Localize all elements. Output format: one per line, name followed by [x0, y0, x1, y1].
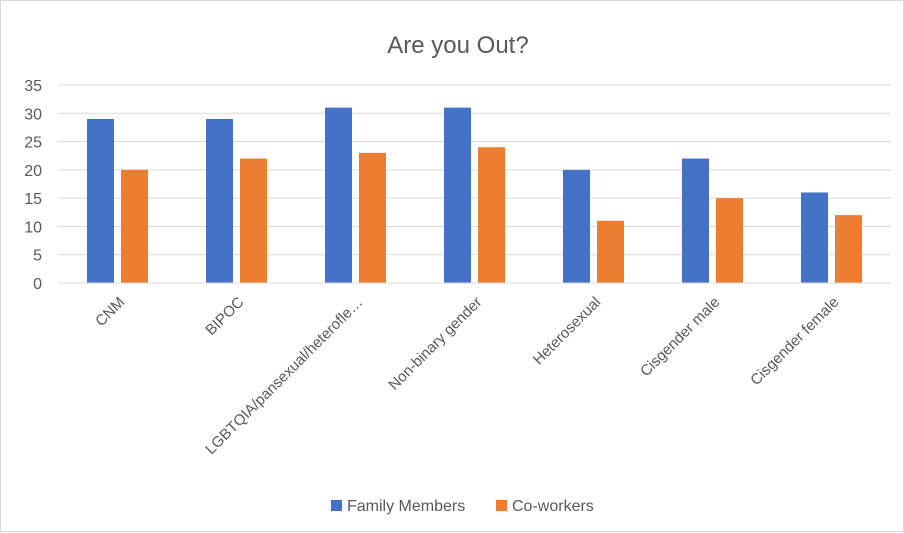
- x-category-label: CNM: [92, 294, 128, 330]
- bar-co-workers: [121, 169, 148, 283]
- legend: Family Members Co-workers: [331, 498, 594, 515]
- y-tick-label: 20: [24, 163, 42, 180]
- bars: [87, 107, 862, 283]
- x-category-label: BIPOC: [202, 294, 247, 339]
- bar-family-members: [801, 192, 828, 283]
- y-axis-ticks: 0 5 10 15 20 25 30 35: [24, 78, 42, 293]
- y-tick-label: 25: [24, 135, 42, 152]
- y-tick-label: 30: [24, 106, 42, 123]
- y-tick-label: 5: [33, 248, 42, 265]
- bar-co-workers: [597, 220, 624, 283]
- legend-label: Family Members: [347, 498, 465, 515]
- y-tick-label: 10: [24, 219, 42, 236]
- bar-co-workers: [240, 158, 267, 283]
- bar-co-workers: [835, 215, 862, 283]
- bar-co-workers: [716, 198, 743, 283]
- legend-swatch: [331, 500, 342, 511]
- x-category-label: Non-binary gender: [385, 294, 485, 394]
- bar-family-members: [563, 169, 590, 283]
- bar-family-members: [206, 118, 233, 283]
- bar-co-workers: [478, 147, 505, 283]
- legend-label: Co-workers: [512, 498, 594, 515]
- bar-family-members: [682, 158, 709, 283]
- y-tick-label: 0: [33, 276, 42, 293]
- bar-family-members: [325, 107, 352, 283]
- y-tick-label: 15: [24, 191, 42, 208]
- y-tick-label: 35: [24, 78, 42, 95]
- gridlines: [58, 84, 891, 256]
- bar-family-members: [444, 107, 471, 283]
- bar-co-workers: [359, 152, 386, 283]
- bar-family-members: [87, 118, 114, 283]
- x-category-label: Cisgender male: [637, 294, 723, 380]
- legend-swatch: [496, 500, 507, 511]
- chart-title: Are you Out?: [387, 32, 528, 59]
- x-category-label: Cisgender female: [747, 294, 842, 389]
- x-category-label: Heterosexual: [530, 294, 605, 369]
